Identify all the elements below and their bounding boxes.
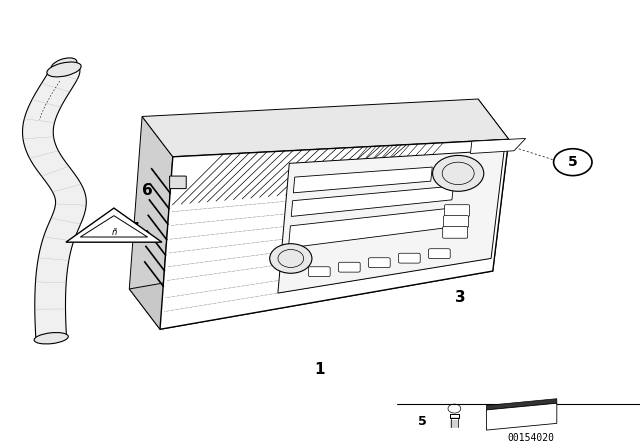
Polygon shape <box>129 116 173 329</box>
Polygon shape <box>486 399 557 410</box>
Text: 5: 5 <box>568 155 578 169</box>
FancyBboxPatch shape <box>399 253 420 263</box>
Ellipse shape <box>51 58 77 72</box>
Polygon shape <box>142 99 509 157</box>
Polygon shape <box>129 231 493 329</box>
FancyBboxPatch shape <box>339 262 360 272</box>
Polygon shape <box>293 167 432 193</box>
Text: 00154020: 00154020 <box>508 433 555 443</box>
Circle shape <box>433 155 484 191</box>
Polygon shape <box>291 186 453 216</box>
FancyBboxPatch shape <box>445 205 470 216</box>
Polygon shape <box>486 403 557 430</box>
FancyBboxPatch shape <box>308 267 330 276</box>
Text: 7: 7 <box>129 222 140 237</box>
Ellipse shape <box>47 62 81 77</box>
Ellipse shape <box>34 332 68 344</box>
Polygon shape <box>470 138 525 154</box>
FancyBboxPatch shape <box>170 176 186 189</box>
FancyBboxPatch shape <box>443 227 468 238</box>
Polygon shape <box>289 208 451 248</box>
Polygon shape <box>462 99 509 271</box>
Polygon shape <box>160 139 509 329</box>
Polygon shape <box>278 150 504 293</box>
Text: 5: 5 <box>418 414 427 428</box>
Text: 6: 6 <box>142 183 152 198</box>
Text: 3: 3 <box>456 290 466 306</box>
Text: 2: 2 <box>196 290 207 306</box>
Polygon shape <box>66 208 162 242</box>
FancyBboxPatch shape <box>428 249 450 258</box>
Circle shape <box>269 244 312 273</box>
Circle shape <box>554 149 592 176</box>
FancyBboxPatch shape <box>444 215 468 227</box>
Text: 4: 4 <box>177 165 188 180</box>
Text: ñ: ñ <box>111 228 116 237</box>
Polygon shape <box>22 63 86 339</box>
Text: 1: 1 <box>315 362 325 377</box>
FancyBboxPatch shape <box>369 258 390 267</box>
